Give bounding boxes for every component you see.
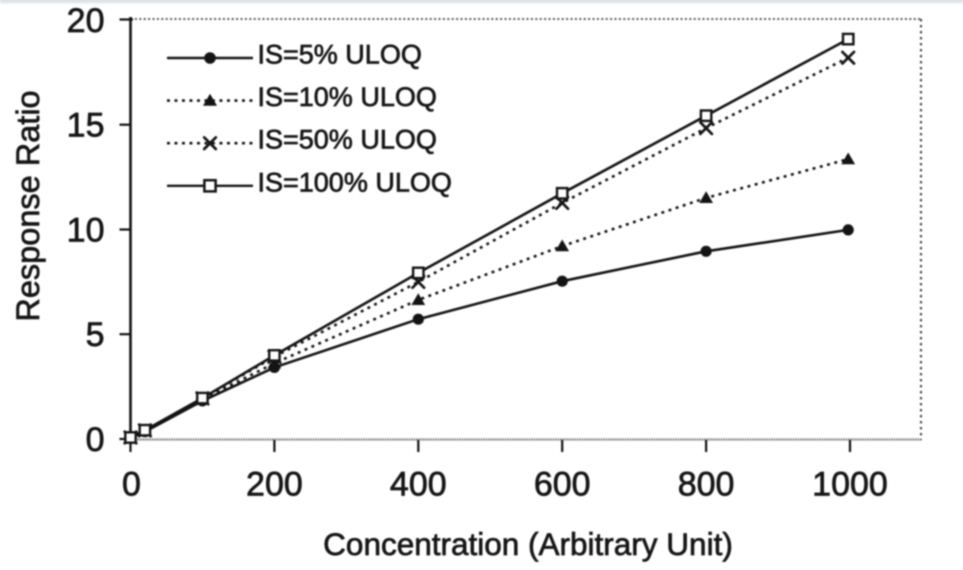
svg-text:IS=10% ULOQ: IS=10% ULOQ bbox=[258, 82, 437, 112]
svg-text:10: 10 bbox=[67, 212, 105, 250]
svg-text:5: 5 bbox=[86, 316, 105, 354]
svg-text:1000: 1000 bbox=[812, 466, 888, 504]
svg-text:400: 400 bbox=[390, 466, 447, 504]
svg-text:IS=100% ULOQ: IS=100% ULOQ bbox=[258, 167, 452, 197]
svg-text:20: 20 bbox=[67, 2, 105, 40]
svg-text:15: 15 bbox=[67, 107, 105, 145]
svg-text:IS=5% ULOQ: IS=5% ULOQ bbox=[258, 40, 422, 70]
svg-text:800: 800 bbox=[678, 466, 735, 504]
svg-text:Response Ratio: Response Ratio bbox=[10, 90, 46, 321]
svg-text:200: 200 bbox=[246, 466, 303, 504]
svg-text:0: 0 bbox=[86, 421, 105, 459]
svg-text:Concentration (Arbitrary Unit): Concentration (Arbitrary Unit) bbox=[323, 526, 733, 562]
svg-text:IS=50% ULOQ: IS=50% ULOQ bbox=[258, 125, 437, 155]
svg-text:0: 0 bbox=[122, 466, 141, 504]
svg-text:600: 600 bbox=[534, 466, 591, 504]
